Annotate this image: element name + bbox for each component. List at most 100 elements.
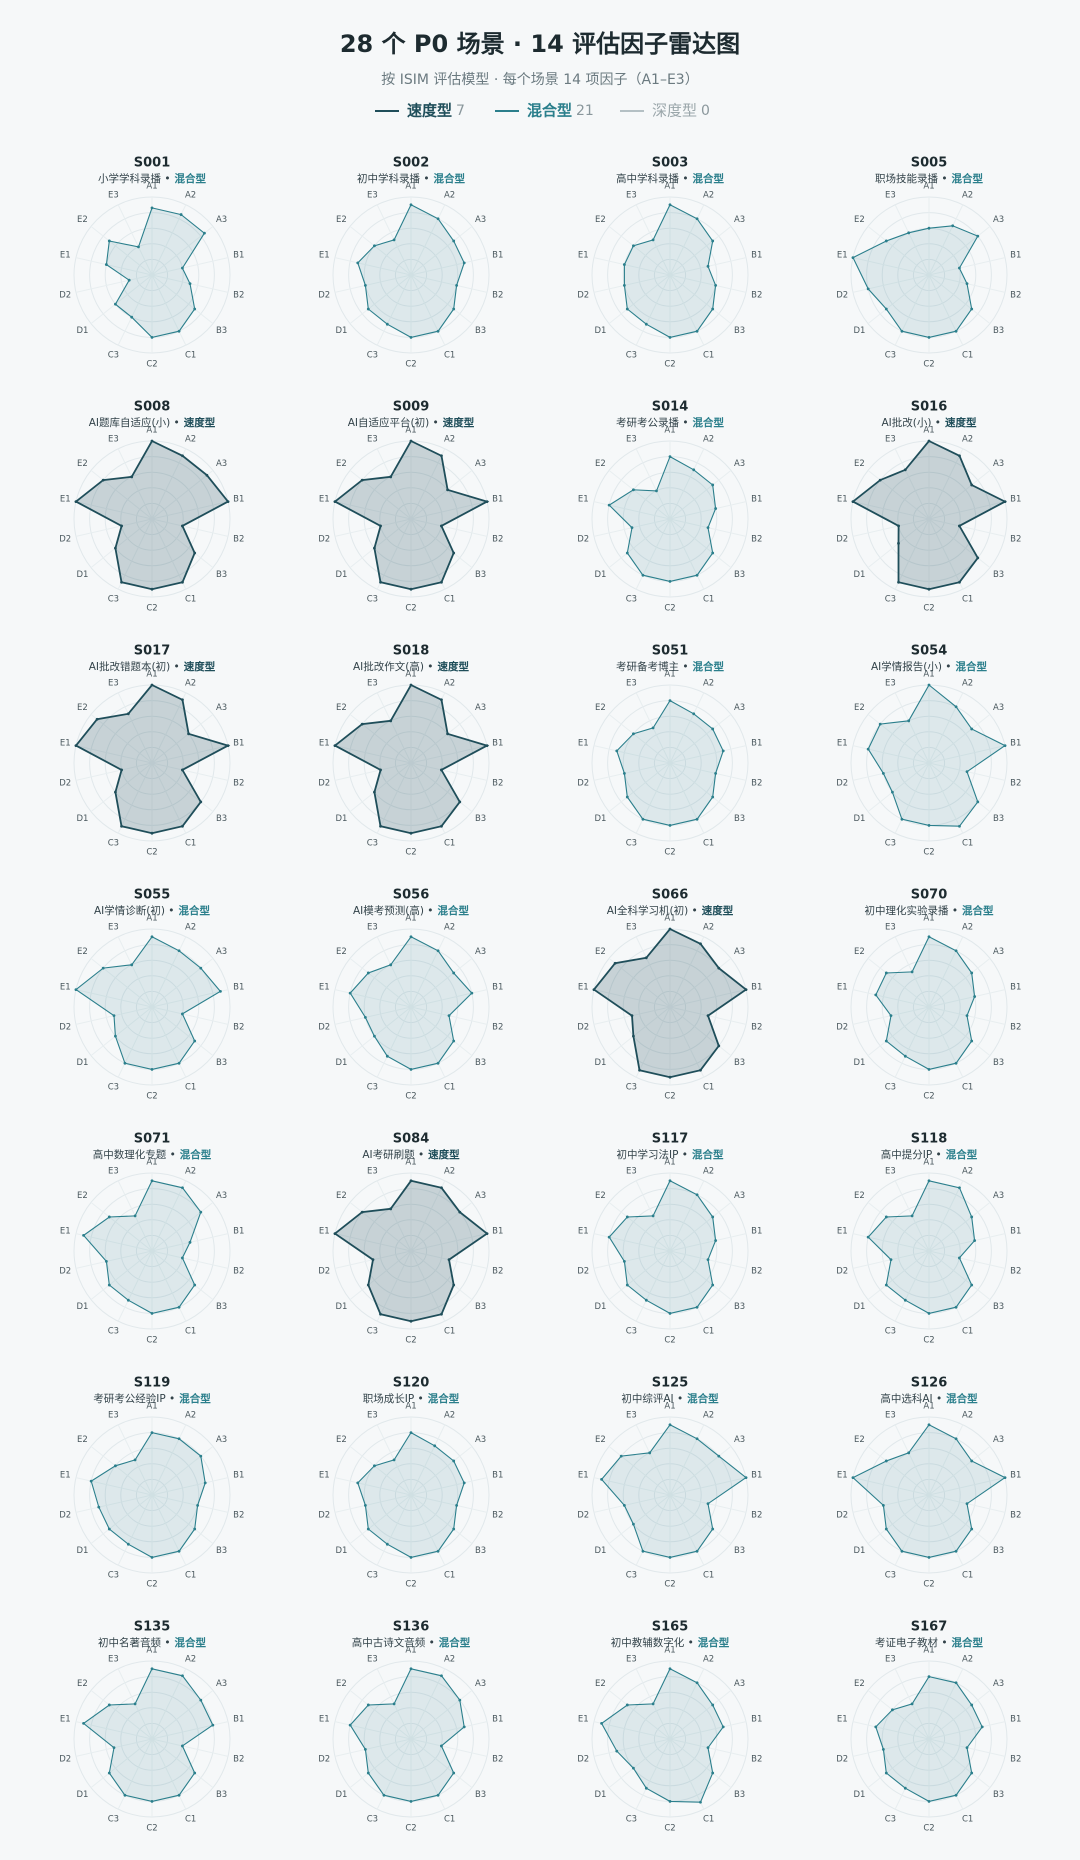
- axis-label: C3: [626, 351, 637, 361]
- axis-label: D1: [594, 814, 606, 824]
- axis-label: D1: [335, 1302, 347, 1312]
- spoke: [410, 1494, 473, 1545]
- axis-label: C1: [444, 1571, 455, 1581]
- axis-label: A1: [146, 914, 157, 924]
- radar-point: [409, 1667, 413, 1671]
- radar-point: [927, 1179, 931, 1183]
- radar-area: [74, 439, 230, 591]
- axis-label: D2: [59, 1510, 71, 1520]
- axis-label: C1: [444, 1327, 455, 1337]
- radar-point: [927, 1312, 931, 1315]
- radar-point: [485, 744, 489, 748]
- axis-label: E3: [885, 434, 896, 444]
- axis-label: B3: [734, 570, 745, 580]
- spoke: [151, 469, 214, 520]
- axis-label: E2: [854, 1191, 865, 1201]
- radar-point: [630, 1014, 634, 1018]
- spoke: [593, 501, 671, 520]
- radar-point: [706, 526, 710, 530]
- radar-area: [333, 439, 490, 591]
- radar-point: [127, 278, 131, 282]
- spoke: [376, 1494, 412, 1566]
- axis-label: E2: [336, 1679, 347, 1689]
- scenario-name: AI学情报告(小) •: [871, 660, 952, 673]
- spoke: [75, 257, 153, 276]
- axis-label: C1: [444, 839, 455, 849]
- spoke: [894, 204, 930, 276]
- axis-label: E1: [578, 1471, 589, 1481]
- radar-point: [150, 206, 154, 210]
- spoke: [410, 1201, 473, 1252]
- radar-point: [177, 1549, 181, 1553]
- spoke: [928, 1233, 1006, 1252]
- radar-point: [706, 264, 710, 268]
- radar-point: [699, 942, 702, 946]
- axis-label: C3: [626, 839, 637, 849]
- axis-label: B2: [233, 290, 244, 300]
- axis-label: A3: [993, 947, 1004, 957]
- spoke: [376, 518, 412, 590]
- axis-label: C2: [923, 360, 934, 370]
- axis-label: B1: [492, 739, 503, 749]
- axis-label: E1: [578, 983, 589, 993]
- scenario-type: 混合型: [946, 1392, 978, 1405]
- scenario-type: 混合型: [952, 1636, 984, 1649]
- spoke: [852, 257, 930, 276]
- axis-label: A3: [216, 703, 227, 713]
- radar-point: [970, 971, 974, 975]
- axis-label: E1: [60, 495, 71, 505]
- radar-point: [181, 524, 184, 528]
- axis-label: C1: [962, 351, 973, 361]
- axis-label: D1: [594, 1546, 606, 1556]
- radar-point: [668, 1556, 672, 1559]
- axis-label: D1: [853, 1302, 865, 1312]
- scenario-name: 初中理化实验录播 •: [864, 904, 958, 917]
- legend-label: 速度型: [407, 102, 452, 120]
- radar-area: [875, 1675, 983, 1802]
- chart-title: S120: [393, 1376, 430, 1391]
- spoke: [410, 1006, 446, 1078]
- radar-point: [881, 1504, 885, 1507]
- axis-label: B2: [492, 290, 503, 300]
- axis-label: B3: [216, 1302, 227, 1312]
- radar-point: [409, 1556, 413, 1559]
- spoke: [867, 1738, 930, 1789]
- spoke: [894, 762, 930, 834]
- axis-label: B2: [1010, 778, 1021, 788]
- axis-label: B3: [993, 1302, 1004, 1312]
- axis-label: B3: [734, 814, 745, 824]
- spoke: [334, 274, 412, 293]
- axis-label: E1: [319, 1715, 330, 1725]
- radar-point: [970, 1215, 974, 1219]
- axis-label: B3: [734, 1790, 745, 1800]
- axis-label: E2: [595, 1679, 606, 1689]
- axis-label: B2: [1010, 1754, 1021, 1764]
- radar-point: [897, 580, 900, 584]
- radar-point: [695, 817, 699, 821]
- radar-point: [452, 1283, 456, 1287]
- axis-label: C1: [962, 1327, 973, 1337]
- scenario-type: 速度型: [702, 904, 734, 917]
- axis-label: A2: [185, 1410, 196, 1420]
- axis-label: E1: [319, 1471, 330, 1481]
- radar-point: [903, 1054, 907, 1058]
- spoke: [852, 1477, 930, 1496]
- axis-label: A1: [923, 426, 934, 436]
- radar-point: [452, 239, 456, 243]
- scenario-name: 初中教辅数字化 •: [611, 1636, 694, 1649]
- axis-label: B3: [475, 1790, 486, 1800]
- spoke: [669, 762, 747, 781]
- radar-point: [440, 454, 443, 458]
- spoke: [151, 1424, 187, 1496]
- radar-point: [120, 524, 123, 528]
- chart-title: S014: [652, 400, 689, 415]
- axis-label: C3: [108, 595, 119, 605]
- spoke: [349, 1006, 412, 1057]
- spoke: [410, 1668, 446, 1740]
- scenario-name: AI学情诊断(初) •: [94, 904, 175, 917]
